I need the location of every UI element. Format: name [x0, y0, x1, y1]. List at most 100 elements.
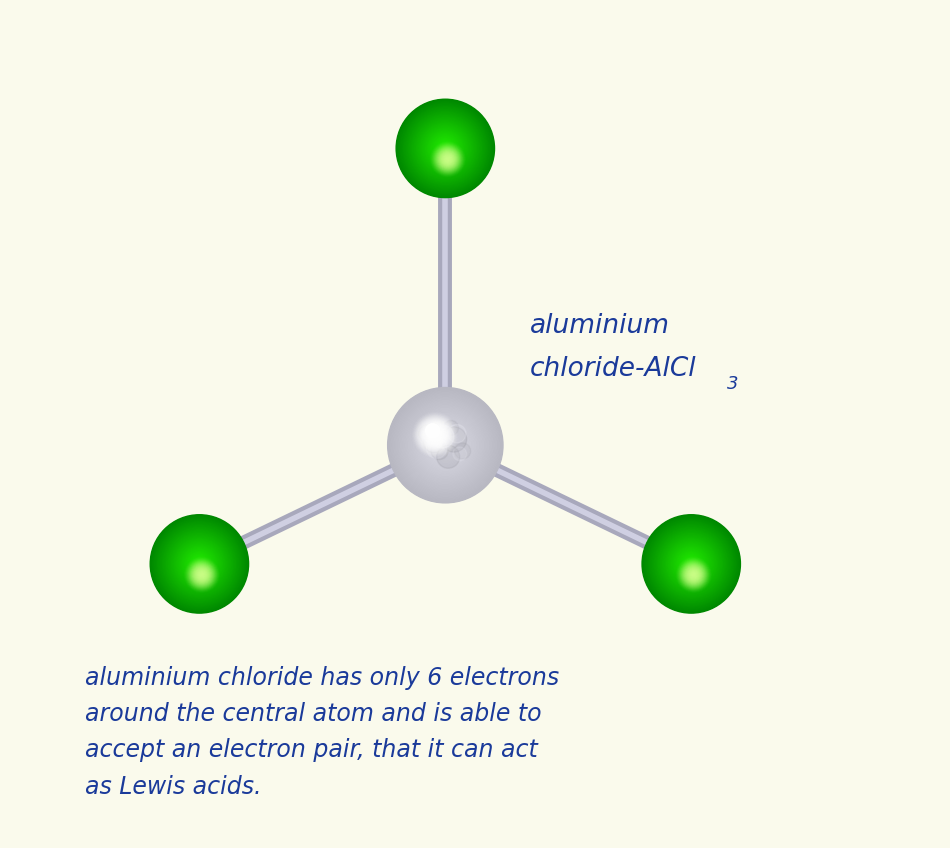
Circle shape — [444, 444, 446, 447]
Circle shape — [662, 535, 720, 593]
Circle shape — [405, 108, 486, 189]
Circle shape — [166, 531, 232, 597]
Circle shape — [438, 438, 452, 453]
Circle shape — [196, 561, 202, 567]
Circle shape — [189, 553, 210, 575]
Circle shape — [436, 436, 455, 455]
Circle shape — [444, 147, 446, 150]
Circle shape — [150, 515, 249, 613]
Circle shape — [426, 426, 465, 465]
Circle shape — [686, 567, 701, 583]
Circle shape — [188, 552, 211, 576]
Circle shape — [402, 105, 488, 192]
Circle shape — [429, 132, 462, 165]
Circle shape — [426, 425, 445, 444]
Circle shape — [167, 532, 232, 596]
Circle shape — [644, 516, 739, 611]
Circle shape — [669, 542, 713, 586]
Circle shape — [191, 555, 208, 572]
Circle shape — [681, 562, 706, 587]
Circle shape — [432, 432, 437, 438]
Circle shape — [154, 519, 244, 609]
Circle shape — [172, 536, 227, 592]
Circle shape — [422, 422, 447, 448]
Circle shape — [175, 539, 224, 589]
Circle shape — [419, 419, 451, 451]
Circle shape — [417, 417, 453, 453]
Circle shape — [645, 518, 737, 610]
Circle shape — [423, 126, 467, 170]
Circle shape — [404, 404, 487, 487]
Circle shape — [426, 129, 465, 168]
Circle shape — [432, 136, 459, 161]
Circle shape — [657, 530, 725, 598]
Circle shape — [667, 539, 716, 589]
Circle shape — [647, 520, 735, 608]
Circle shape — [666, 538, 716, 589]
Circle shape — [414, 117, 477, 180]
Circle shape — [199, 563, 200, 565]
Circle shape — [688, 569, 699, 580]
Circle shape — [418, 418, 473, 472]
Circle shape — [439, 142, 452, 155]
Circle shape — [180, 545, 218, 583]
Circle shape — [688, 561, 694, 567]
Circle shape — [434, 433, 457, 457]
Circle shape — [392, 392, 499, 499]
Circle shape — [409, 410, 482, 482]
Circle shape — [441, 153, 454, 165]
Circle shape — [436, 139, 454, 158]
Circle shape — [198, 570, 206, 579]
Circle shape — [443, 443, 447, 448]
Circle shape — [437, 437, 454, 454]
Circle shape — [412, 115, 478, 181]
Circle shape — [423, 126, 468, 171]
Circle shape — [678, 560, 709, 589]
Circle shape — [668, 541, 714, 587]
Circle shape — [408, 112, 483, 186]
Circle shape — [446, 158, 449, 161]
Circle shape — [415, 416, 454, 455]
Circle shape — [411, 411, 479, 479]
Circle shape — [401, 400, 490, 490]
Circle shape — [434, 434, 436, 436]
Circle shape — [193, 557, 206, 571]
Circle shape — [430, 430, 461, 460]
Circle shape — [415, 118, 476, 179]
Circle shape — [437, 140, 453, 157]
Circle shape — [393, 393, 497, 497]
Circle shape — [422, 421, 469, 469]
Circle shape — [184, 549, 215, 579]
Circle shape — [674, 548, 708, 580]
Circle shape — [419, 122, 471, 175]
Circle shape — [413, 414, 477, 477]
Circle shape — [405, 404, 486, 486]
Circle shape — [416, 416, 474, 474]
Circle shape — [179, 544, 219, 584]
Circle shape — [644, 517, 738, 611]
Circle shape — [435, 137, 456, 159]
Circle shape — [646, 519, 736, 609]
Circle shape — [190, 554, 209, 574]
Circle shape — [423, 423, 467, 467]
Circle shape — [404, 107, 487, 190]
Circle shape — [433, 433, 437, 437]
Circle shape — [428, 131, 464, 166]
Circle shape — [427, 427, 443, 443]
Circle shape — [196, 560, 203, 568]
Circle shape — [397, 100, 494, 197]
Circle shape — [426, 424, 440, 438]
Circle shape — [156, 521, 243, 607]
Circle shape — [411, 114, 479, 182]
Circle shape — [390, 390, 500, 500]
Circle shape — [153, 517, 246, 611]
Circle shape — [158, 522, 241, 605]
Circle shape — [154, 518, 245, 610]
Circle shape — [408, 409, 482, 482]
Circle shape — [431, 432, 438, 438]
Circle shape — [431, 431, 439, 439]
Circle shape — [682, 555, 700, 573]
Circle shape — [654, 527, 729, 601]
Circle shape — [680, 553, 702, 575]
Circle shape — [199, 571, 205, 578]
